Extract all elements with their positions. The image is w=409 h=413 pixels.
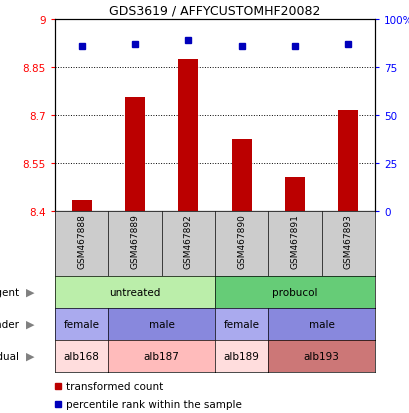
Text: untreated: untreated — [109, 287, 160, 297]
Text: alb189: alb189 — [223, 351, 259, 361]
Text: GSM467891: GSM467891 — [290, 213, 299, 268]
Text: probucol: probucol — [272, 287, 317, 297]
Text: female: female — [63, 319, 99, 329]
Text: ▶: ▶ — [26, 287, 34, 297]
Text: gender: gender — [0, 319, 19, 329]
Text: transformed count: transformed count — [66, 381, 163, 391]
Text: alb193: alb193 — [303, 351, 339, 361]
Text: alb168: alb168 — [63, 351, 99, 361]
Text: GSM467893: GSM467893 — [343, 213, 352, 268]
Bar — [337, 111, 357, 211]
Bar — [71, 200, 92, 211]
Bar — [178, 60, 198, 211]
Text: GSM467888: GSM467888 — [77, 213, 86, 268]
Bar — [284, 178, 304, 211]
Text: agent: agent — [0, 287, 19, 297]
Bar — [125, 98, 145, 211]
Text: male: male — [308, 319, 334, 329]
Text: male: male — [148, 319, 174, 329]
Text: ▶: ▶ — [26, 351, 34, 361]
Text: alb187: alb187 — [144, 351, 179, 361]
Bar — [231, 140, 251, 211]
Text: GSM467889: GSM467889 — [130, 213, 139, 268]
Text: ▶: ▶ — [26, 319, 34, 329]
Text: GSM467890: GSM467890 — [236, 213, 245, 268]
Text: percentile rank within the sample: percentile rank within the sample — [66, 399, 241, 409]
Text: female: female — [223, 319, 259, 329]
Text: GSM467892: GSM467892 — [183, 214, 192, 268]
Title: GDS3619 / AFFYCUSTOMHF20082: GDS3619 / AFFYCUSTOMHF20082 — [109, 5, 320, 17]
Text: individual: individual — [0, 351, 19, 361]
